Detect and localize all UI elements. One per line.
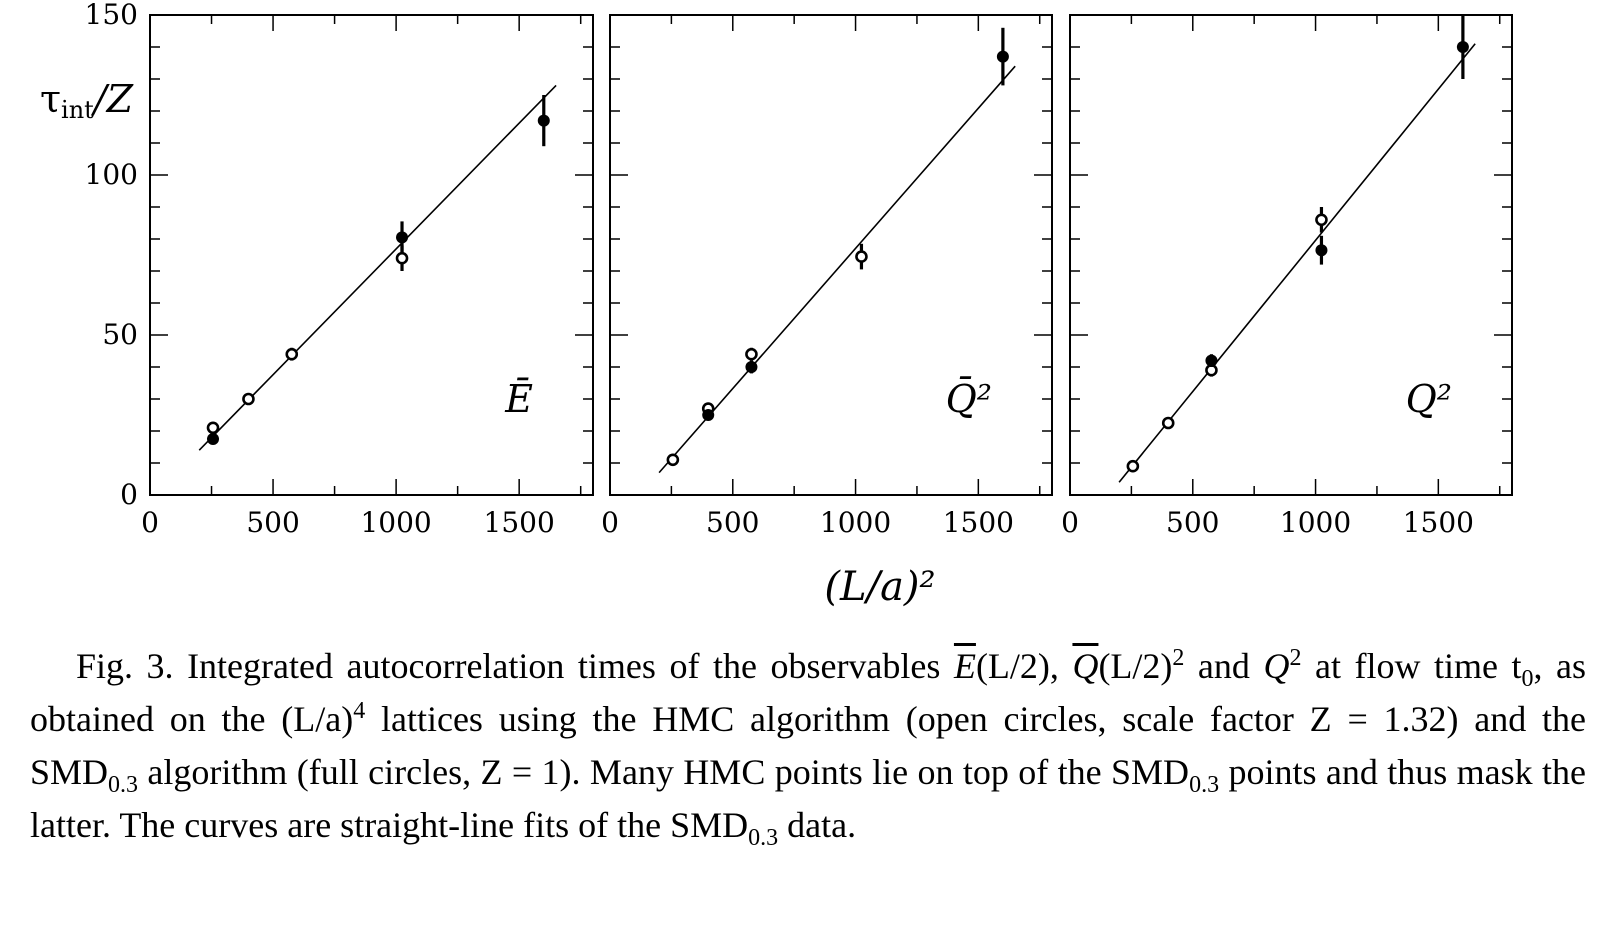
fit-line [198,84,557,451]
plot-frame [149,14,594,496]
smd-point [1456,41,1469,53]
caption-e-symbol: E [953,646,976,686]
smd-point [537,114,550,127]
autocorrelation-figure: 0 500 1000 1500 0 50 100 150 Ē 0 500 1000 1500 Q̄² 0 50… [40,0,1513,610]
x-axis-label: (L/a)² [824,564,935,610]
smd-point [1315,244,1328,257]
hmc-point [242,392,255,406]
hmc-point [745,347,758,361]
smd-point [207,433,220,445]
hmc-point [1126,459,1140,473]
y-axis-label: τint/Z [40,77,134,124]
smd-point [1205,354,1218,367]
hmc-point [855,250,868,263]
fit-line [1118,43,1476,483]
caption-text-3: , as obtained on the (L/a) [30,646,1586,739]
x-tick-label: 500 [706,506,759,539]
panel-2: 0 500 1000 1500 Q̄² [601,14,1053,539]
caption-t-sub: 0 [1521,666,1534,693]
caption-q-symbol: Q [1072,646,1099,686]
x-tick-label: 0 [601,506,619,539]
x-tick-label: 1000 [360,506,431,539]
y-label-tail: /Z [90,77,134,121]
x-tick-label: 1500 [1403,506,1474,539]
caption-text-6: points and thus mask the latter. The cur… [30,752,1586,845]
x-tick-label: 1000 [820,506,891,539]
x-tick-label: 1500 [943,506,1014,539]
panel-label: Q² [1406,377,1452,421]
hmc-point [395,251,409,265]
caption-q2-symbol: Q [1263,646,1290,686]
caption-text-4: lattices using the HMC algorithm (open c… [30,699,1587,792]
panel-3: 0 500 1000 1500 Q² [1061,14,1513,539]
caption-smd-sub-1: 0.3 [108,772,139,799]
caption-text-1: Fig. 3. Integrated autocorrelation times… [76,646,954,686]
caption-text-5: algorithm (full circles, Z = 1). Many HM… [138,752,1190,792]
caption-e-arg: (L/2), [975,646,1073,686]
fit-line [658,65,1016,474]
y-label-tau: τ [40,77,61,121]
smd-point [745,361,758,373]
caption-q-power: 2 [1172,645,1185,671]
y-tick-label: 150 [85,0,138,31]
hmc-point [206,421,220,435]
caption-and: and [1184,646,1264,686]
plot-frame [609,14,1053,496]
caption-q-arg: (L/2) [1098,646,1173,686]
panel-label: Ē [504,377,533,421]
caption-q2-power: 2 [1289,645,1302,671]
x-tick-label: 1500 [484,506,555,539]
hmc-point [666,453,680,467]
x-tick-label: 1000 [1280,506,1351,539]
x-tick-label: 500 [246,506,299,539]
smd-point [396,231,409,244]
caption-text-7: data. [778,805,857,845]
hmc-point [285,347,299,361]
caption-smd-sub-3: 0.3 [748,825,779,852]
figure-caption: Fig. 3. Integrated autocorrelation times… [30,640,1586,852]
hmc-point [1315,213,1328,227]
smd-point [996,50,1009,63]
y-tick-label: 50 [102,318,138,351]
y-tick-label: 0 [120,478,138,511]
x-tick-label: 0 [1061,506,1079,539]
hmc-point [1161,416,1175,430]
plot-frame [1069,14,1513,496]
y-label-sub: int [61,96,94,124]
smd-point [702,409,715,421]
panel-label: Q̄² [946,377,992,421]
caption-lattice-power: 4 [353,698,366,724]
panel-1: 0 500 1000 1500 0 50 100 150 Ē [85,0,594,539]
y-tick-label: 100 [85,158,138,191]
caption-smd-sub-2: 0.3 [1189,772,1220,799]
caption-text-2: at flow time t [1301,646,1522,686]
x-tick-label: 0 [141,506,159,539]
x-tick-label: 500 [1166,506,1219,539]
